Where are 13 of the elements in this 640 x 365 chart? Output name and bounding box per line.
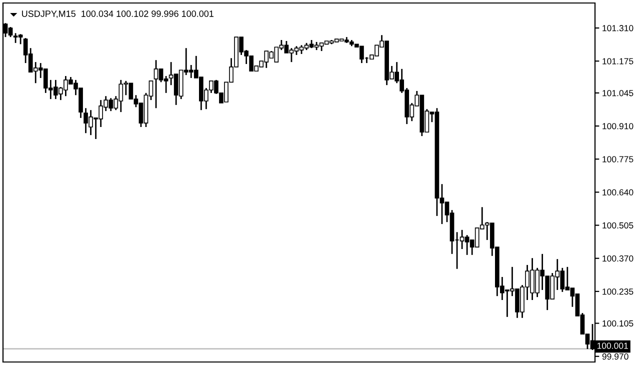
y-tick-label: 100.910: [602, 123, 634, 130]
y-tick-label: 101.175: [602, 58, 634, 64]
y-tick-label: 100.775: [602, 156, 634, 162]
text: USDJPY,M15 100.034 100.102 99.996 100.001: [22, 10, 214, 18]
y-tick-label: 100.505: [602, 222, 634, 229]
y-tick-label: 100.105: [602, 320, 634, 327]
y-tick-label: 100.640: [602, 189, 634, 196]
ref-line-label: 100.001: [597, 342, 628, 349]
y-tick-label: 101.310: [602, 25, 634, 32]
y-tick-label: 100.370: [602, 255, 634, 262]
y-tick-label: 99.970: [602, 353, 628, 360]
y-tick-label: 100.235: [602, 288, 634, 295]
y-tick-label: 101.045: [602, 90, 634, 96]
